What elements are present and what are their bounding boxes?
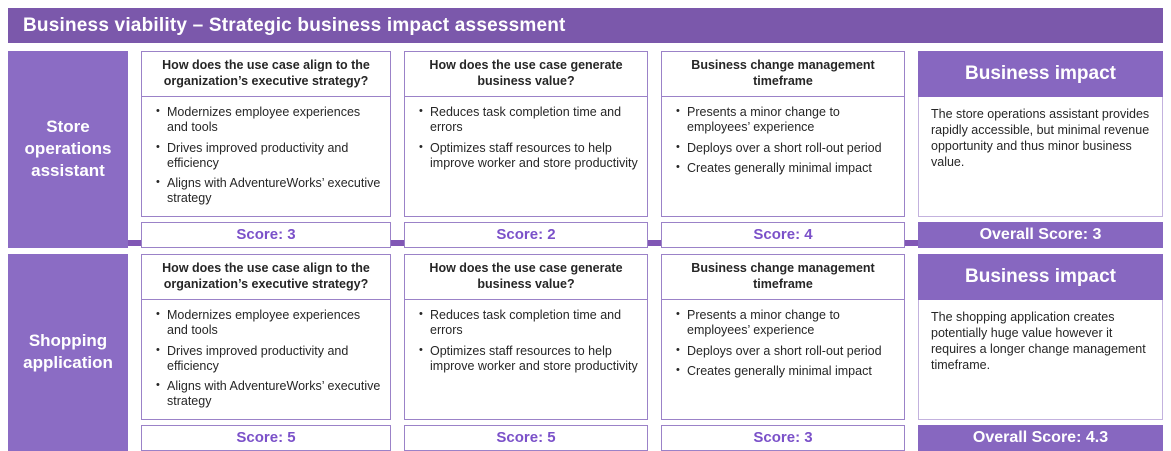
bullet-item: Creates generally minimal impact [676,161,898,176]
score-box: Score: 5 [404,424,648,451]
question-bullets: Modernizes employee experiences and tool… [141,96,391,217]
card-business-value: How does the use case generate business … [404,51,648,248]
question-bullets: Reduces task completion time and errors … [404,96,648,217]
bullet-item: Optimizes staff resources to help improv… [419,141,641,172]
question-header: How does the use case generate business … [404,51,648,97]
question-bullets: Presents a minor change to employees’ ex… [661,96,905,217]
bullet-item: Modernizes employee experiences and tool… [156,308,384,339]
score-box: Score: 3 [141,221,391,248]
card-strategy-alignment: How does the use case align to the organ… [141,51,391,248]
bullet-item: Reduces task completion time and errors [419,308,641,339]
row-label-store-operations: Store operations assistant [8,51,128,248]
question-bullets: Presents a minor change to employees’ ex… [661,299,905,420]
card-change-management: Business change management timeframe Pre… [661,254,905,451]
question-header: Business change management timeframe [661,254,905,300]
question-header: Business change management timeframe [661,51,905,97]
score-box: Score: 2 [404,221,648,248]
bullet-item: Reduces task completion time and errors [419,105,641,136]
overall-score-box: Overall Score: 4.3 [918,424,1163,451]
bullet-item: Aligns with AdventureWorks’ executive st… [156,379,384,410]
bullet-item: Deploys over a short roll-out period [676,141,898,156]
page-title: Business viability – Strategic business … [23,14,566,36]
business-impact-text: The shopping application creates potenti… [918,300,1163,420]
score-box: Score: 5 [141,424,391,451]
bullet-item: Modernizes employee experiences and tool… [156,105,384,136]
overall-score-box: Overall Score: 3 [918,221,1163,248]
score-box: Score: 4 [661,221,905,248]
question-bullets: Reduces task completion time and errors … [404,299,648,420]
score-box: Score: 3 [661,424,905,451]
bullet-item: Presents a minor change to employees’ ex… [676,308,898,339]
question-bullets: Modernizes employee experiences and tool… [141,299,391,420]
bullet-item: Creates generally minimal impact [676,364,898,379]
bullet-item: Optimizes staff resources to help improv… [419,344,641,375]
title-banner: Business viability – Strategic business … [8,8,1163,43]
question-header: How does the use case generate business … [404,254,648,300]
card-change-management: Business change management timeframe Pre… [661,51,905,248]
business-impact-header: Business impact [918,254,1163,300]
business-impact-card: Business impact The store operations ass… [918,51,1163,248]
card-strategy-alignment: How does the use case align to the organ… [141,254,391,451]
business-impact-text: The store operations assistant provides … [918,97,1163,217]
question-header: How does the use case align to the organ… [141,254,391,300]
row-label-shopping-application: Shopping application [8,254,128,451]
bullet-item: Presents a minor change to employees’ ex… [676,105,898,136]
bullet-item: Drives improved productivity and efficie… [156,344,384,375]
business-impact-header: Business impact [918,51,1163,97]
card-business-value: How does the use case generate business … [404,254,648,451]
bullet-item: Drives improved productivity and efficie… [156,141,384,172]
assessment-row-shopping-application: Shopping application How does the use ca… [8,254,1163,451]
bullet-item: Deploys over a short roll-out period [676,344,898,359]
question-header: How does the use case align to the organ… [141,51,391,97]
assessment-row-store-operations: Store operations assistant How does the … [8,51,1163,248]
bullet-item: Aligns with AdventureWorks’ executive st… [156,176,384,207]
business-impact-card: Business impact The shopping application… [918,254,1163,451]
